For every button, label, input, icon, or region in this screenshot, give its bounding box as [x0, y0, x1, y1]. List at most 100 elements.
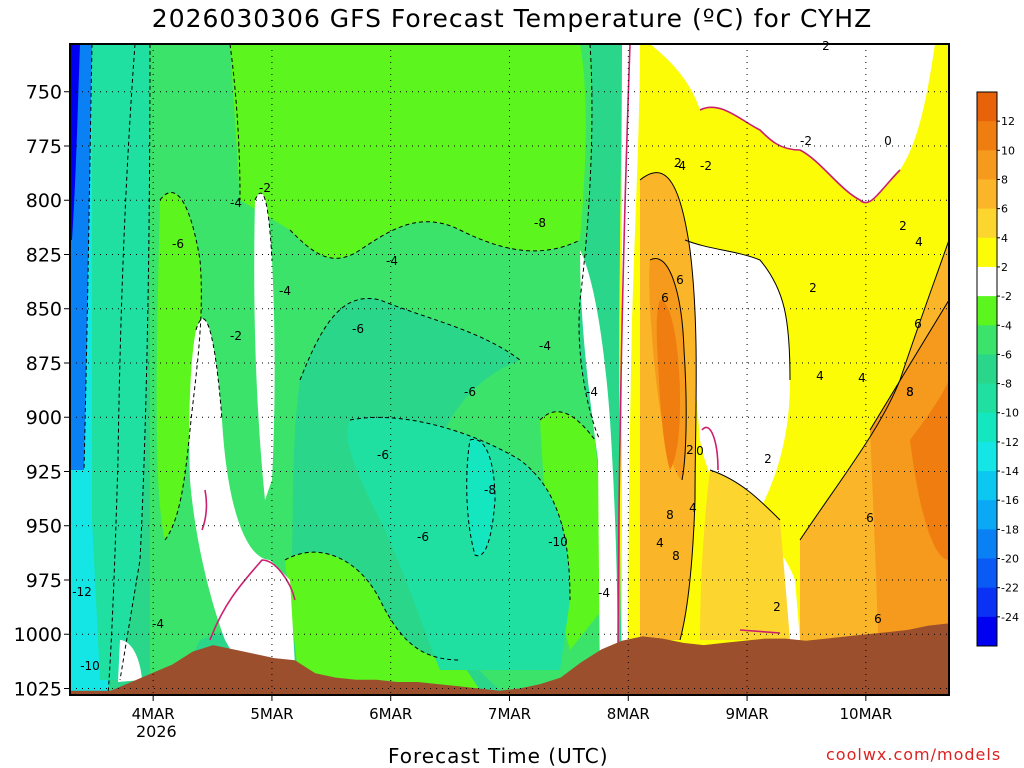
contour-label: 4: [858, 371, 866, 385]
colorbar-label: -24: [1001, 611, 1019, 624]
contour-label: 2: [773, 600, 781, 614]
contour-label: 0: [696, 444, 704, 458]
ytick-label: 1025: [14, 678, 62, 700]
contour-label: 4: [656, 536, 664, 550]
contour-label: -2: [259, 181, 271, 195]
field-bright-green-2: [156, 192, 202, 540]
colorbar-swatch: [977, 354, 997, 385]
colorbar-label: -22: [1001, 582, 1019, 595]
contour-label: 8: [666, 508, 674, 522]
contour-label: 8: [672, 549, 680, 563]
contour-label: -4: [674, 159, 686, 173]
field-teal-center: [347, 417, 570, 670]
zero-contours: [201, 44, 940, 691]
contour-label: 2: [674, 156, 682, 170]
colorbar-label: -10: [1001, 407, 1019, 420]
contour-label: -4: [230, 196, 242, 210]
field-white-warmish-2: [254, 193, 275, 500]
grid-lines: [70, 44, 949, 695]
ytick-label: 950: [26, 516, 62, 538]
xtick-label: 8MAR: [607, 705, 650, 723]
field-white-9mar: [685, 240, 790, 520]
chart-title: 2026030306 GFS Forecast Temperature (ºC)…: [151, 4, 873, 33]
contour-label: -6: [377, 448, 389, 462]
colorbar-label: 4: [1001, 232, 1008, 245]
field-white-top-right: [650, 44, 935, 203]
contour-label: -6: [417, 530, 429, 544]
colorbar-label: -20: [1001, 553, 1019, 566]
field-orange-10mar-3: [910, 380, 949, 560]
xtick-label: 6MAR: [369, 705, 412, 723]
xtick-label: 7MAR: [488, 705, 531, 723]
colorbar-label: 8: [1001, 173, 1008, 186]
contour-label: -2: [700, 159, 712, 173]
contour-label: -6: [464, 385, 476, 399]
ytick-label: 825: [26, 244, 62, 266]
contour-label: 2: [899, 219, 907, 233]
contour-label: -10: [80, 659, 100, 673]
contour-label: -8: [484, 483, 496, 497]
credit-link[interactable]: coolwx.com/models: [826, 745, 1002, 764]
ytick-label: 875: [26, 353, 62, 375]
xtick-label: 10MAR: [839, 705, 892, 723]
field-white-strip-8mar: [622, 44, 640, 690]
colorbar-label: 6: [1001, 203, 1008, 216]
field-cold-blue: [70, 44, 80, 240]
contour-label: 4: [816, 369, 824, 383]
contour-label: -10: [548, 535, 568, 549]
contour-label: 2: [809, 281, 817, 295]
contour-label: 8: [906, 385, 914, 399]
colorbar-swatch: [977, 92, 997, 122]
contour-label: -4: [598, 586, 610, 600]
xtick-label: 5MAR: [250, 705, 293, 723]
colorbar-swatch: [977, 441, 997, 472]
ytick-label: 925: [26, 461, 62, 483]
ytick-label: 1000: [14, 624, 62, 646]
field-cyan-pocket: [466, 439, 495, 556]
contour-label: -12: [72, 585, 92, 599]
contour-label: 2: [822, 39, 830, 53]
colorbar-swatch: [977, 587, 997, 618]
ytick-label: 850: [26, 299, 62, 321]
field-teal-left: [92, 44, 150, 680]
contour-label: 6: [866, 511, 874, 525]
colorbar-label: -4: [1001, 319, 1012, 332]
ytick-label: 800: [26, 190, 62, 212]
x-axis-label: Forecast Time (UTC): [388, 744, 609, 768]
contour-label: -6: [172, 237, 184, 251]
field-orange-10mar-2: [870, 300, 949, 695]
colorbar-label: -14: [1001, 465, 1019, 478]
contour-label: -6: [352, 322, 364, 336]
contour-label: 8: [906, 385, 914, 399]
colorbar-swatch: [977, 471, 997, 501]
colorbar-swatch: [977, 179, 997, 210]
colorbar-frame: [976, 91, 998, 647]
xtick-label: 9MAR: [725, 705, 768, 723]
colorbar-swatch: [977, 558, 997, 589]
surface-terrain: [70, 623, 949, 695]
ytick-label: 900: [26, 407, 62, 429]
colorbar-swatch: [977, 237, 997, 268]
colorbar-label: -16: [1001, 494, 1019, 507]
field-white-band-8mar: [580, 250, 618, 690]
negative-contours: [83, 44, 601, 695]
colorbar-label: 12: [1001, 115, 1015, 128]
colorbar-label: -8: [1001, 378, 1012, 391]
field-bright-green-3: [285, 552, 480, 690]
ytick-label: 750: [26, 82, 62, 104]
contour-label: 0: [884, 134, 892, 148]
colorbar-swatch: [977, 500, 997, 530]
colorbar-label: -12: [1001, 436, 1019, 449]
contour-label: 2: [764, 452, 772, 466]
contour-label: -8: [534, 216, 546, 230]
contour-label: 6: [661, 291, 669, 305]
contour-labels: -12-10-4-6-4-2-2-4-6-4-6-6-6-8-10-8-4-4-…: [72, 39, 923, 673]
colorbar-swatch: [977, 616, 997, 647]
colorbar-swatch: [977, 412, 997, 443]
contour-label: -4: [152, 617, 164, 631]
colorbar-swatch: [977, 208, 997, 239]
contour-label: 4: [915, 235, 923, 249]
field-orange-mid: [700, 470, 790, 640]
contour-label: 2: [686, 443, 694, 457]
